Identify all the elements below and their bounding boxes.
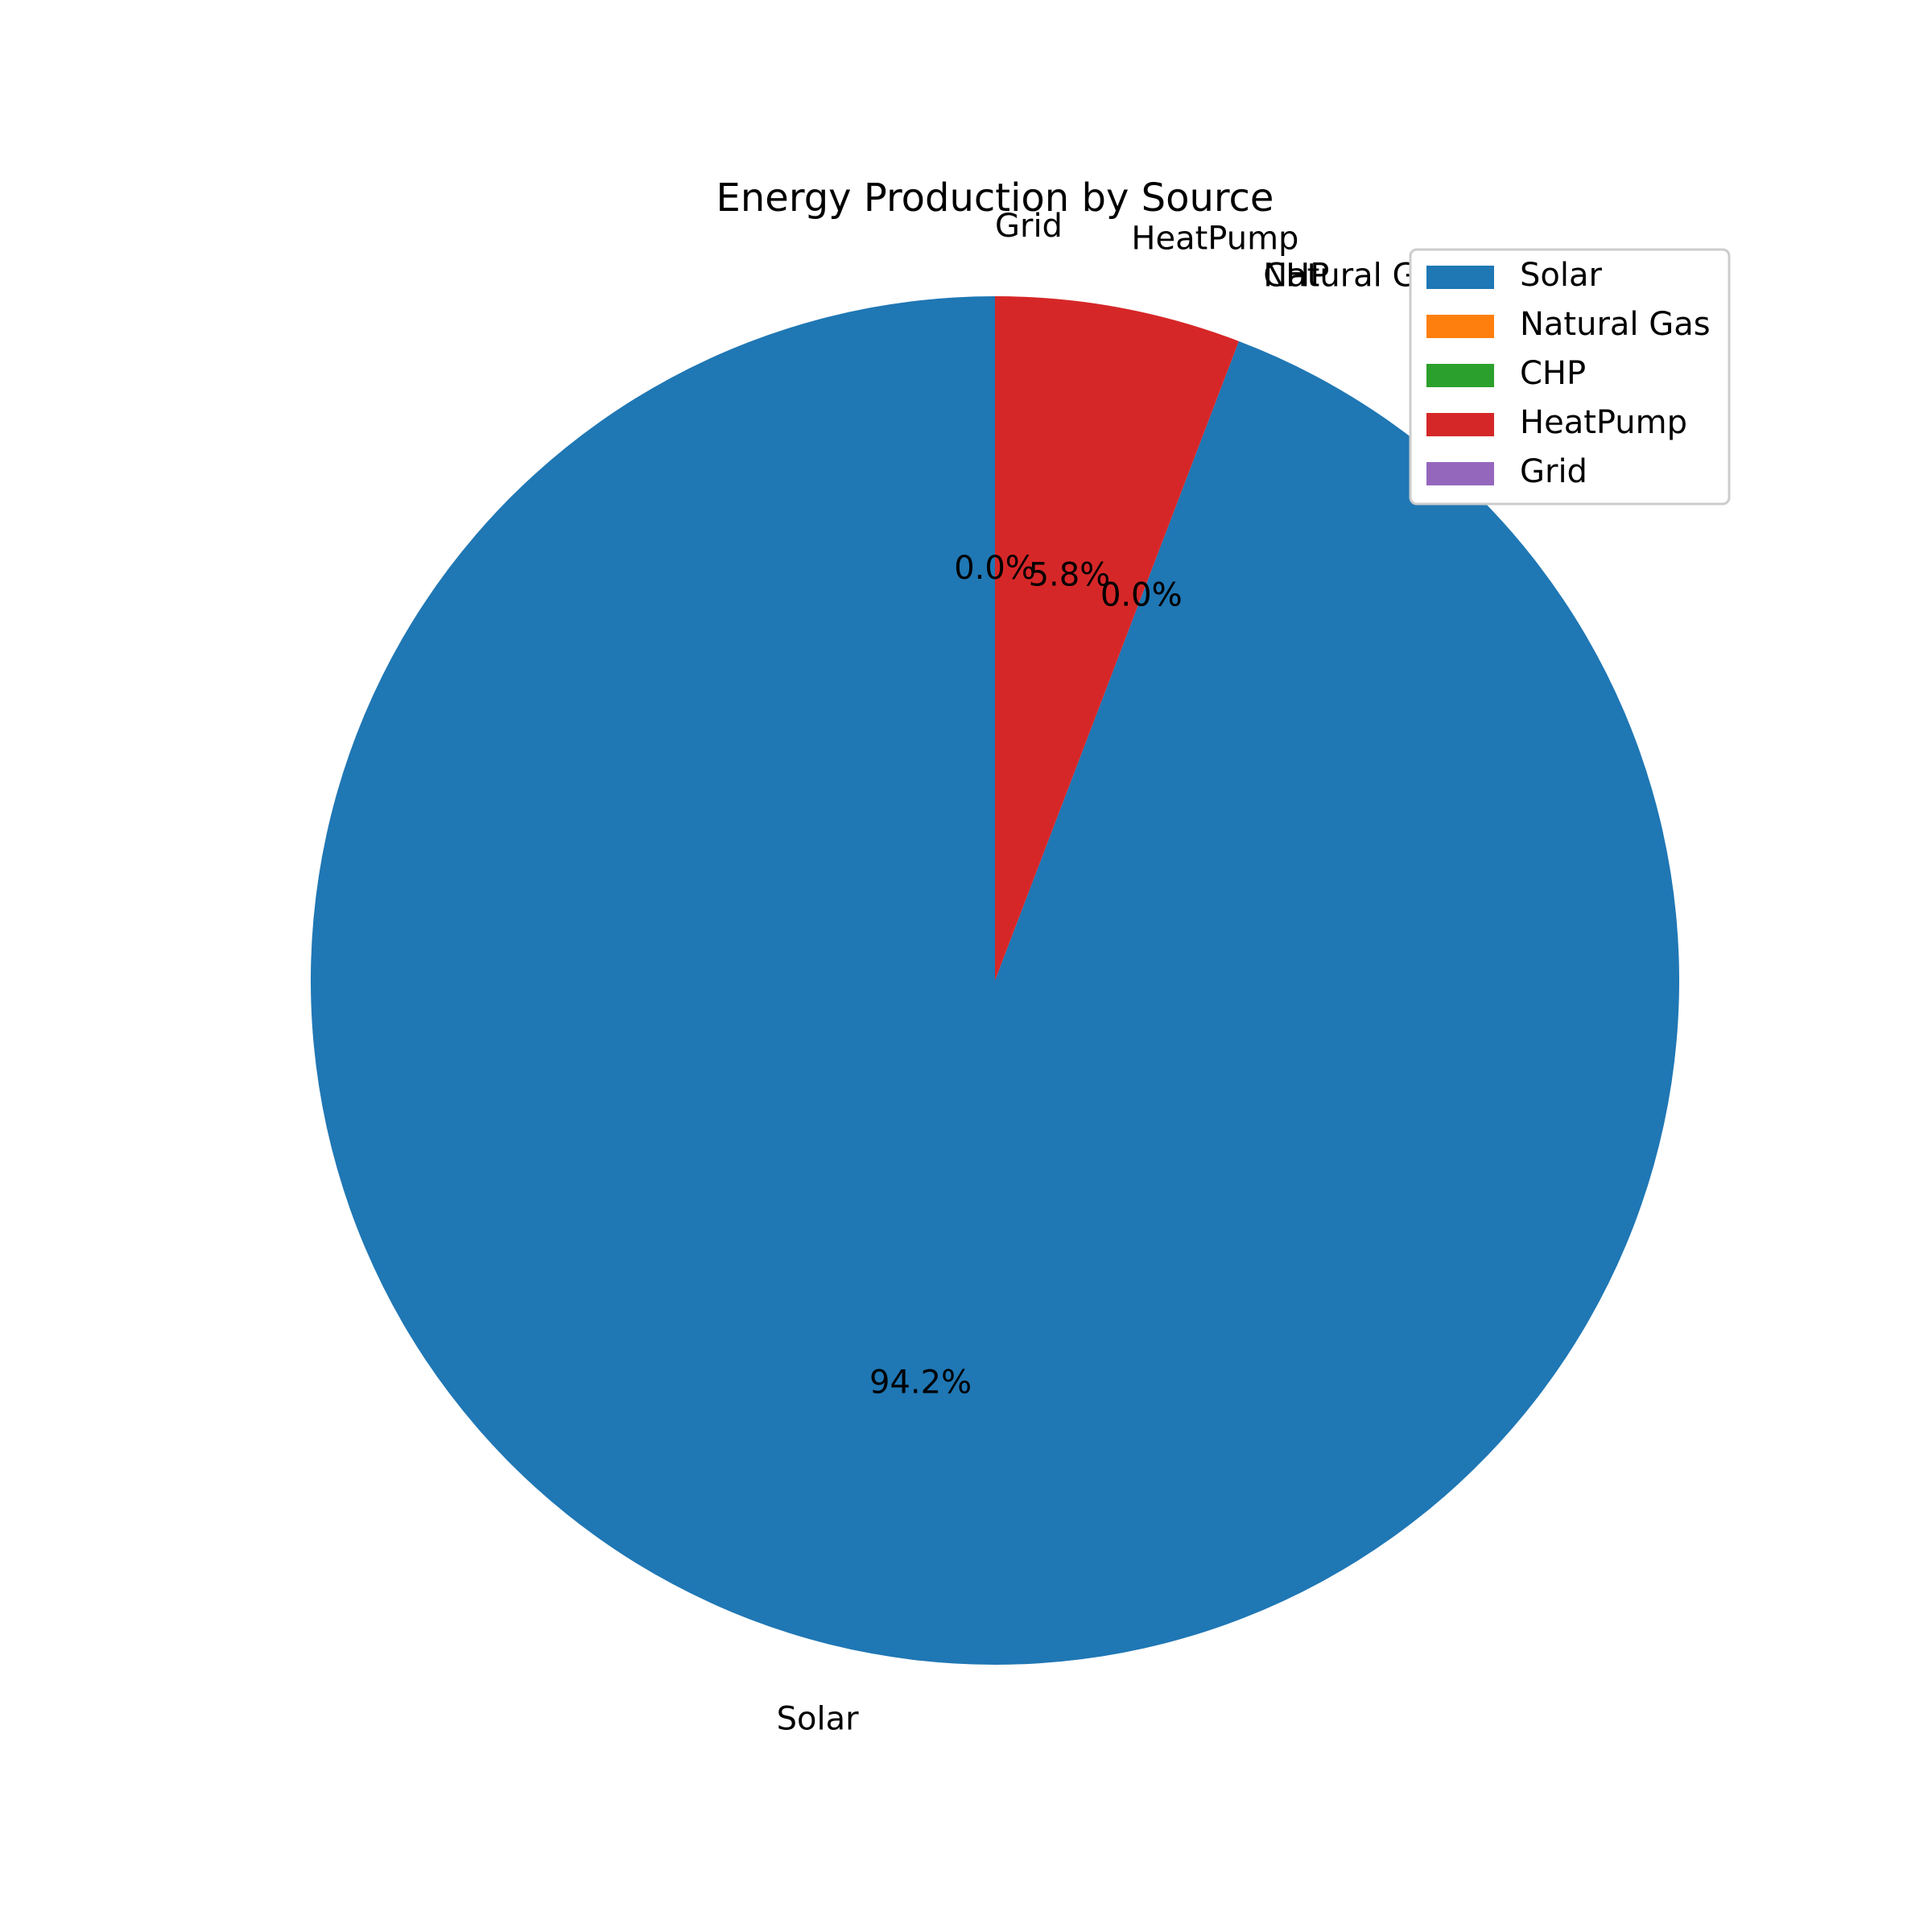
pie-slices <box>310 296 1680 1665</box>
legend-label-natural-gas: Natural Gas <box>1520 306 1711 343</box>
legend-entries: Solar Natural Gas CHP HeatPump Grid <box>1426 257 1711 490</box>
slice-solar <box>310 296 1680 1665</box>
slice-label-solar: Solar <box>777 1701 859 1738</box>
percent-label-grid: 0.0% <box>954 550 1036 587</box>
slice-heatpump <box>995 296 1239 980</box>
legend-swatch-natural-gas <box>1426 315 1494 338</box>
slice-label-chp: CHP <box>1263 257 1329 294</box>
legend-swatch-chp <box>1426 364 1494 387</box>
slice-label-heatpump: HeatPump <box>1131 220 1298 257</box>
percent-labels: 94.2%0.0%0.0%5.8%0.0% <box>869 550 1183 1402</box>
legend-label-heatpump: HeatPump <box>1520 404 1687 441</box>
slice-label-grid: Grid <box>995 208 1063 245</box>
percent-label-chp: 0.0% <box>1100 576 1183 613</box>
legend-label-chp: CHP <box>1520 355 1586 392</box>
legend-swatch-grid <box>1426 462 1494 485</box>
legend: Solar Natural Gas CHP HeatPump Grid <box>1409 248 1731 506</box>
legend-frame <box>1409 248 1731 506</box>
chart-title: Energy Production by Source <box>716 175 1274 221</box>
percent-label-heatpump: 5.8% <box>1029 556 1111 593</box>
legend-label-solar: Solar <box>1520 257 1602 294</box>
legend-swatch-heatpump <box>1426 413 1494 436</box>
percent-label-solar: 94.2% <box>869 1364 972 1402</box>
legend-swatch-solar <box>1426 266 1494 289</box>
percent-label-natural-gas: 0.0% <box>1100 576 1183 613</box>
legend-label-grid: Grid <box>1520 453 1587 490</box>
